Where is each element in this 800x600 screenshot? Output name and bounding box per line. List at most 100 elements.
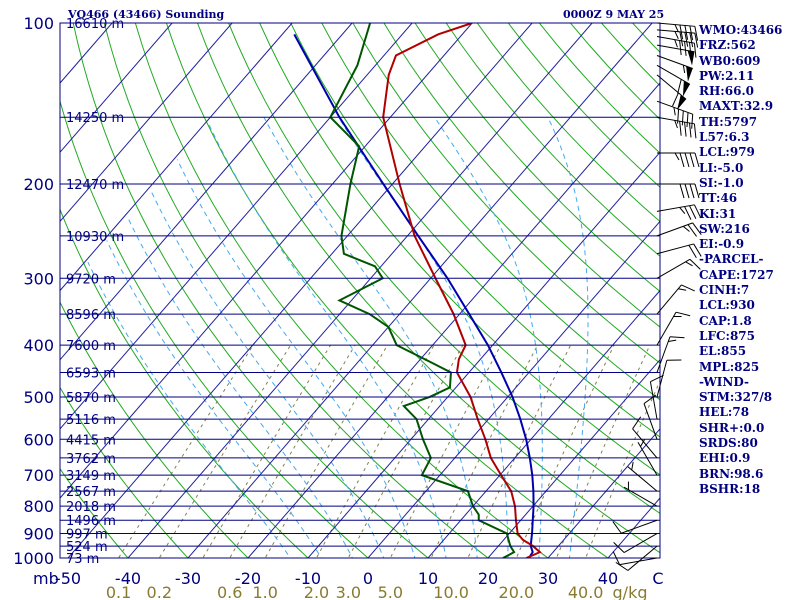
wind-barb-feather <box>674 24 679 33</box>
isotherm <box>60 23 293 292</box>
wind-barb-feather <box>673 107 676 116</box>
height-label: 1496 m <box>66 514 116 529</box>
index-row: TH:5797 <box>699 114 758 129</box>
height-label: 997 m <box>66 528 108 543</box>
dry-adiabat <box>60 467 129 558</box>
mixing-ratio-label: 0.6 <box>217 583 242 600</box>
wind-barb <box>623 481 658 507</box>
indices-panel: WMO:43466 FRZ:562 WB0:609 PW:2.11 RH:66.0 MAX… <box>699 23 799 497</box>
wind-barb-feather <box>681 110 684 126</box>
mixing-ratio-line <box>264 344 388 558</box>
wind-barb-feather <box>684 32 689 47</box>
wind-barb-feather <box>613 542 625 553</box>
height-label: 2018 m <box>66 500 116 515</box>
mixing-ratio-label: 0.1 <box>106 583 131 600</box>
mixing-ratio-label: 3.0 <box>336 583 361 600</box>
mixing-ratio-label: 2.0 <box>304 583 329 600</box>
wind-barb-feather <box>689 32 694 48</box>
index-row: CINH:7 <box>699 283 750 298</box>
wind-barb <box>656 204 702 220</box>
mixing-ratio-label: 1.0 <box>252 583 277 600</box>
sounding-time: 0000Z 9 MAY 25 <box>563 8 665 21</box>
index-row: MPL:825 <box>699 359 760 374</box>
wind-barb-feather <box>689 258 701 270</box>
wind-barb-staff <box>656 336 671 373</box>
isotherm <box>67 23 533 558</box>
mixing-ratio-line <box>467 344 572 558</box>
pressure-tick-label: 600 <box>23 430 54 449</box>
wind-barb-feather <box>615 561 629 571</box>
wind-barb-feather <box>679 183 685 199</box>
wind-barb-feather <box>612 551 621 565</box>
wind-barb-feather <box>674 152 680 161</box>
index-row: RH:66.0 <box>699 84 754 99</box>
wind-barb-feather <box>669 336 685 339</box>
pressure-tick-label: 800 <box>23 497 54 516</box>
wind-barb-staff <box>656 55 693 69</box>
wind-barb-pennant <box>682 80 690 97</box>
wind-barb-staff <box>627 545 658 571</box>
wind-barb-feather <box>650 374 664 383</box>
index-row: CAP:1.8 <box>699 313 752 328</box>
wind-barb-feather <box>684 183 690 199</box>
index-row: BSHR:18 <box>699 481 761 496</box>
height-label: 3149 m <box>66 469 116 484</box>
wind-barb-feather <box>640 439 645 447</box>
isotherm <box>307 151 660 558</box>
wind-barb-staff <box>656 243 694 255</box>
mixing-ratio-unit: g/kg <box>613 583 648 600</box>
wind-barb <box>627 461 658 492</box>
wind-barb-staff <box>621 519 658 534</box>
isotherm <box>60 23 353 361</box>
mixing-ratio-label: 20.0 <box>499 583 535 600</box>
index-row: FRZ:562 <box>699 38 756 53</box>
wind-barb <box>656 55 693 82</box>
dry-adiabat <box>72 23 429 558</box>
mixing-ratio-line <box>202 344 331 558</box>
height-label: 10930 m <box>66 230 124 245</box>
dry-adiabat <box>290 23 660 438</box>
wind-barb-staff <box>656 100 693 115</box>
height-label: 5870 m <box>66 391 116 406</box>
index-row: LI:-5.0 <box>699 160 744 175</box>
wind-barb-feather <box>679 31 684 47</box>
wind-barb <box>615 545 658 571</box>
wind-barb-staff <box>656 222 693 237</box>
wind-barb-feather <box>684 152 690 168</box>
dry-adiabat <box>60 301 249 558</box>
wind-barb <box>649 374 664 420</box>
wind-barb <box>656 36 697 58</box>
dry-adiabat <box>445 23 660 257</box>
dry-adiabat <box>414 23 660 293</box>
temperature-tick-label: -30 <box>175 569 201 588</box>
wind-barb <box>637 439 658 476</box>
isotherm <box>60 23 173 153</box>
temperature-tick-label: 0 <box>363 569 373 588</box>
moist-adiabat <box>176 159 416 558</box>
height-label: 3762 m <box>66 452 116 467</box>
mixing-ratio-line <box>585 379 660 558</box>
index-row: SRDS:80 <box>699 436 758 451</box>
height-label: 7600 m <box>66 339 116 354</box>
dry-adiabat <box>60 386 189 558</box>
index-row: PW:2.11 <box>699 68 755 83</box>
wind-barb-feather <box>674 39 678 48</box>
pressure-tick-label: 400 <box>23 336 54 355</box>
wind-barb-staff <box>649 381 658 420</box>
wind-barb-staff <box>637 441 658 476</box>
index-row: SI:-1.0 <box>699 175 744 190</box>
wind-barb-feather <box>694 33 699 48</box>
index-row: MAXT:32.9 <box>699 99 774 114</box>
wind-barb-feather <box>612 521 622 534</box>
dry-adiabat <box>197 23 660 554</box>
wind-barb-staff <box>656 36 695 44</box>
height-label: 9720 m <box>66 272 116 287</box>
mixing-ratio-line <box>158 344 292 558</box>
wind-barb-feather <box>682 225 690 232</box>
temperature-tick-label: 10 <box>418 569 438 588</box>
xlabel: C <box>652 569 663 588</box>
wind-barb <box>656 44 695 66</box>
wind-barb-staff <box>643 403 658 440</box>
isotherm <box>60 23 233 223</box>
wind-barb-feather <box>679 40 682 56</box>
